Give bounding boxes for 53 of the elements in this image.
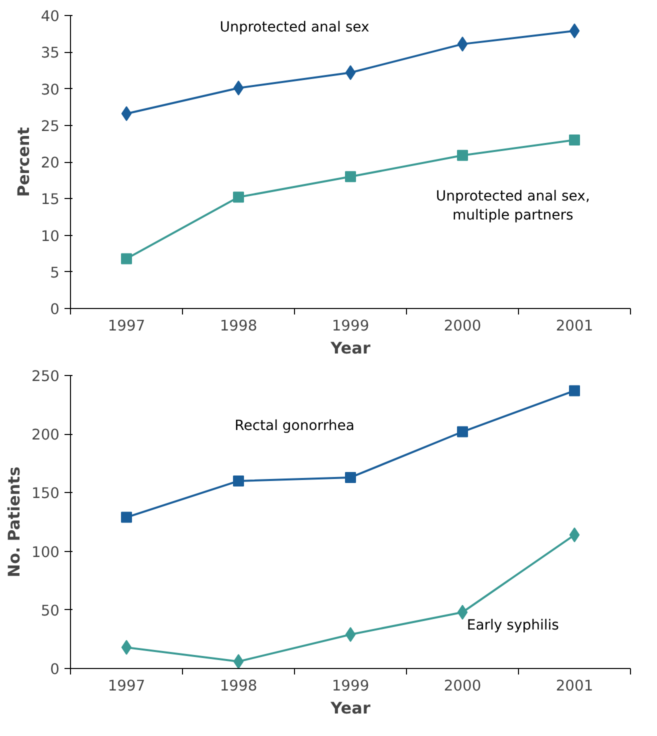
series-label: Early syphilis <box>466 617 559 634</box>
point <box>569 23 580 38</box>
y-axis-title: Percent <box>14 126 33 197</box>
point <box>345 171 356 182</box>
point <box>233 192 244 203</box>
point <box>121 106 132 122</box>
y-tick-label: 30 <box>40 81 60 98</box>
x-tick-label: 2001 <box>556 318 594 334</box>
point <box>569 527 580 542</box>
x-tick-label: 2000 <box>444 678 482 694</box>
point <box>569 385 580 396</box>
y-tick-label: 40 <box>40 8 60 25</box>
x-axis-title: Year <box>330 338 370 358</box>
y-tick-label: 100 <box>32 544 60 561</box>
text: Rectal gonorrhea <box>234 418 354 434</box>
y-tick-label: 25 <box>40 118 60 135</box>
y-tick-label: 15 <box>40 191 60 208</box>
y-axis-title: No. Patients <box>4 466 24 578</box>
series-label: Unprotected anal sex, multiple partners <box>436 188 590 224</box>
x-tick-label: 1997 <box>108 318 146 334</box>
point <box>121 640 132 655</box>
point <box>233 80 244 96</box>
point <box>457 604 468 620</box>
point <box>569 134 580 146</box>
y-tick-label: 0 <box>50 661 60 678</box>
point <box>457 150 468 161</box>
point <box>233 475 244 486</box>
y-tick-label: 10 <box>40 228 60 245</box>
y-tick-label: 50 <box>40 602 60 620</box>
y-tick-label: 250 <box>32 368 60 385</box>
y-tick-label: 0 <box>50 301 60 318</box>
x-tick-label: 1998 <box>220 678 258 694</box>
y-tick-label: 20 <box>40 154 60 172</box>
y-tick-label: 200 <box>32 426 60 444</box>
point <box>233 654 244 668</box>
x-axis-title: Year <box>330 698 370 718</box>
point <box>121 512 132 523</box>
point <box>457 426 468 438</box>
y-tick-label: 5 <box>50 264 60 282</box>
x-tick-label: 1999 <box>332 678 370 694</box>
point <box>457 36 468 52</box>
y-tick-label: 35 <box>40 44 60 62</box>
point <box>345 65 356 80</box>
point <box>121 253 132 264</box>
y-tick-label: 150 <box>32 485 60 502</box>
point <box>345 627 356 642</box>
x-tick-label: 1997 <box>108 678 146 694</box>
x-tick-label: 1999 <box>332 318 370 334</box>
point <box>345 472 356 483</box>
x-tick-label: 1998 <box>220 318 258 334</box>
x-tick-label: 2000 <box>444 318 482 334</box>
text: Unprotected anal sex <box>220 19 370 36</box>
x-tick-label: 2001 <box>556 678 594 694</box>
